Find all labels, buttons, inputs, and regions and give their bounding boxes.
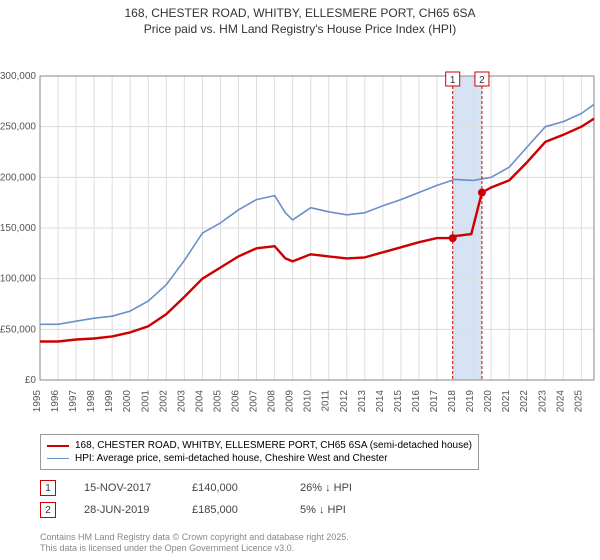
svg-text:2003: 2003 <box>176 389 187 412</box>
svg-text:2017: 2017 <box>429 389 440 412</box>
svg-text:1997: 1997 <box>68 389 79 412</box>
svg-text:£100,000: £100,000 <box>0 273 36 284</box>
svg-text:1999: 1999 <box>104 389 115 412</box>
marker-price: £140,000 <box>192 482 272 494</box>
attribution: Contains HM Land Registry data © Crown c… <box>40 532 349 554</box>
svg-text:2015: 2015 <box>393 389 404 412</box>
svg-text:2013: 2013 <box>357 389 368 412</box>
svg-text:2004: 2004 <box>194 389 205 412</box>
svg-text:2018: 2018 <box>447 389 458 412</box>
svg-text:2009: 2009 <box>285 389 296 412</box>
legend-box: 168, CHESTER ROAD, WHITBY, ELLESMERE POR… <box>40 434 479 470</box>
svg-text:2007: 2007 <box>249 389 260 412</box>
marker-badge: 2 <box>40 502 56 518</box>
legend-label: HPI: Average price, semi-detached house,… <box>75 453 388 464</box>
attrib-line2: This data is licensed under the Open Gov… <box>40 543 349 554</box>
sale-marker-row: 1 15-NOV-2017 £140,000 26% ↓ HPI <box>40 480 380 496</box>
marker-date: 28-JUN-2019 <box>84 504 164 516</box>
svg-text:2014: 2014 <box>375 389 386 412</box>
legend-swatch <box>47 445 69 447</box>
svg-text:2022: 2022 <box>519 389 530 412</box>
marker-badge: 1 <box>40 480 56 496</box>
marker-price: £185,000 <box>192 504 272 516</box>
svg-text:1995: 1995 <box>32 389 43 412</box>
svg-text:2001: 2001 <box>140 389 151 412</box>
svg-text:2000: 2000 <box>122 389 133 412</box>
svg-text:£250,000: £250,000 <box>0 121 36 132</box>
svg-text:2016: 2016 <box>411 389 422 412</box>
svg-text:2024: 2024 <box>555 389 566 412</box>
svg-text:£150,000: £150,000 <box>0 223 36 234</box>
chart-container: 168, CHESTER ROAD, WHITBY, ELLESMERE POR… <box>0 0 600 560</box>
svg-text:2008: 2008 <box>267 389 278 412</box>
svg-text:2023: 2023 <box>537 389 548 412</box>
svg-text:2020: 2020 <box>483 389 494 412</box>
svg-text:£200,000: £200,000 <box>0 172 36 183</box>
svg-text:2: 2 <box>479 75 485 86</box>
svg-text:£0: £0 <box>25 375 37 386</box>
sale-marker-row: 2 28-JUN-2019 £185,000 5% ↓ HPI <box>40 502 380 518</box>
marker-date: 15-NOV-2017 <box>84 482 164 494</box>
chart-title-line2: Price paid vs. HM Land Registry's House … <box>0 22 600 36</box>
svg-text:2021: 2021 <box>501 389 512 412</box>
marker-delta: 26% ↓ HPI <box>300 482 380 494</box>
svg-text:2011: 2011 <box>321 389 332 411</box>
svg-text:£50,000: £50,000 <box>0 324 36 335</box>
line-chart-svg: £0 £50,000 £100,000 £150,000 £200,000 £250,00… <box>0 36 600 416</box>
svg-text:1998: 1998 <box>86 389 97 412</box>
svg-text:2019: 2019 <box>465 389 476 412</box>
chart-title-line1: 168, CHESTER ROAD, WHITBY, ELLESMERE POR… <box>0 0 600 22</box>
svg-text:2010: 2010 <box>303 389 314 412</box>
svg-text:2005: 2005 <box>212 389 223 412</box>
marker-delta: 5% ↓ HPI <box>300 504 380 516</box>
svg-text:2006: 2006 <box>231 389 242 412</box>
legend-row: HPI: Average price, semi-detached house,… <box>47 452 472 465</box>
svg-text:1996: 1996 <box>50 389 61 412</box>
svg-text:2012: 2012 <box>339 389 350 412</box>
svg-text:2002: 2002 <box>158 389 169 412</box>
svg-text:2025: 2025 <box>573 389 584 412</box>
chart-area: £0 £50,000 £100,000 £150,000 £200,000 £250,00… <box>0 36 600 416</box>
legend-label: 168, CHESTER ROAD, WHITBY, ELLESMERE POR… <box>75 440 472 451</box>
legend-swatch <box>47 458 69 459</box>
svg-text:1: 1 <box>450 75 456 86</box>
attrib-line1: Contains HM Land Registry data © Crown c… <box>40 532 349 543</box>
legend-row: 168, CHESTER ROAD, WHITBY, ELLESMERE POR… <box>47 439 472 452</box>
svg-text:£300,000: £300,000 <box>0 71 36 82</box>
